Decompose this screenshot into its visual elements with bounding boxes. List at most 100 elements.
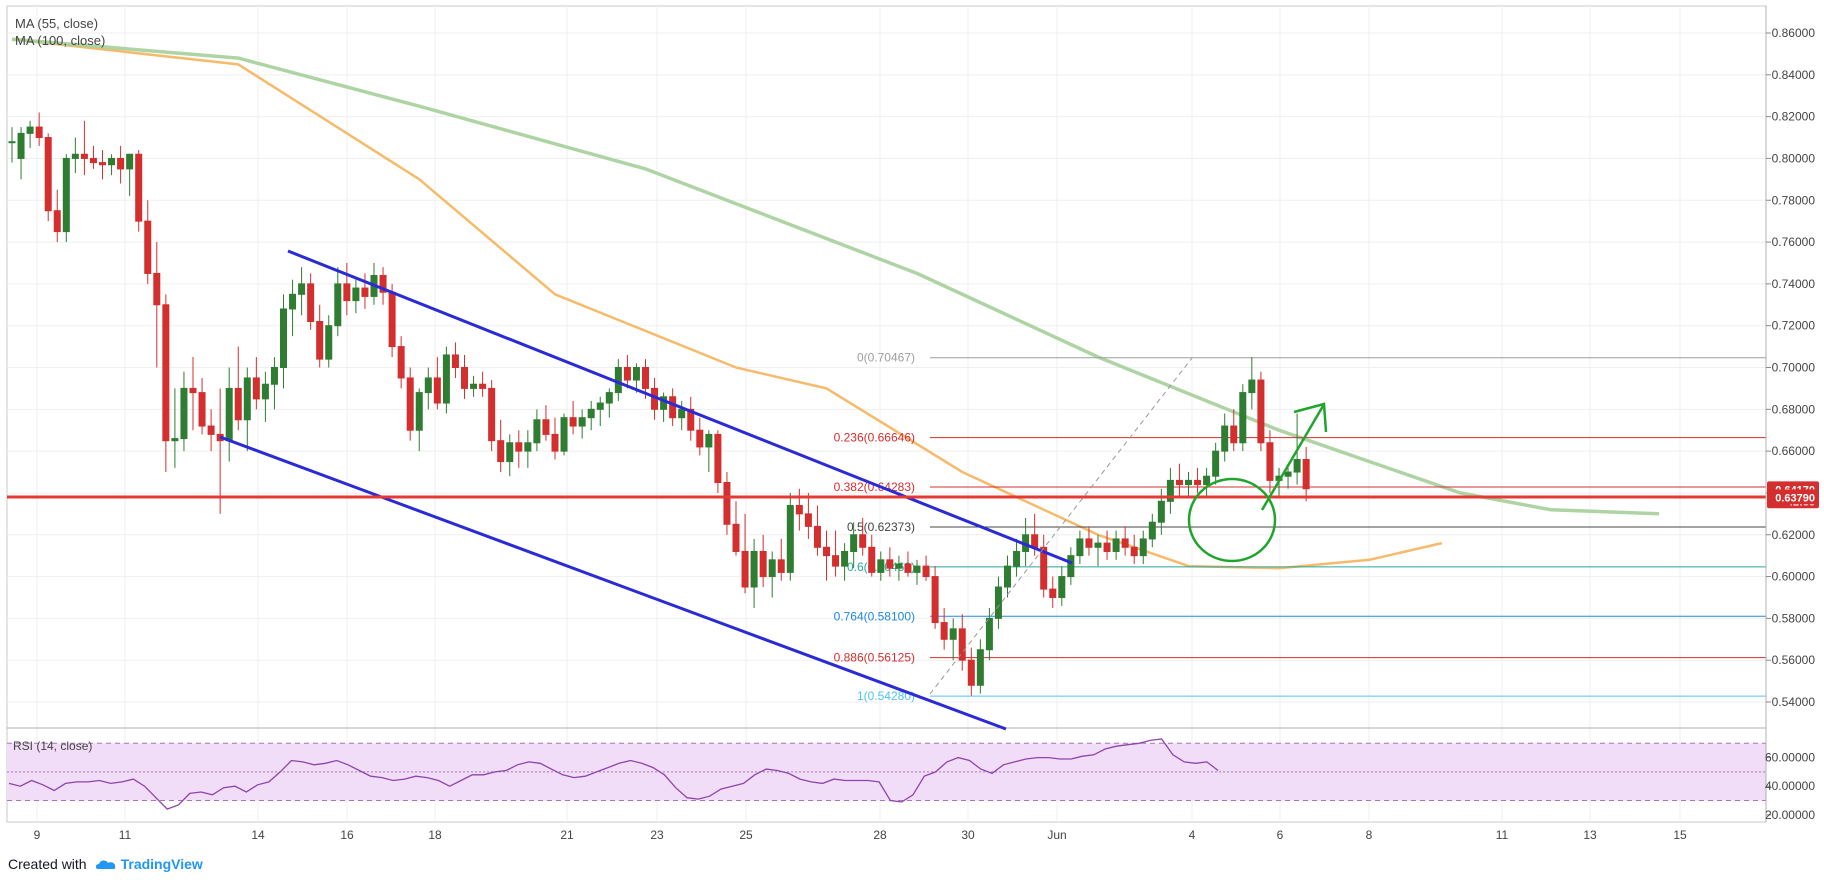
candle bbox=[1067, 547, 1075, 585]
candle bbox=[62, 154, 70, 243]
candle bbox=[189, 357, 197, 431]
candle-body bbox=[307, 283, 315, 323]
candle bbox=[1112, 530, 1120, 560]
candle bbox=[813, 505, 821, 556]
price-tick-label: 0.60000 bbox=[1772, 570, 1816, 584]
candle bbox=[687, 396, 695, 441]
candle bbox=[488, 380, 496, 452]
candle bbox=[632, 363, 640, 393]
trend-drawings[interactable] bbox=[7, 249, 1766, 731]
price-tick-label: 0.66000 bbox=[1772, 444, 1816, 458]
fib-trend-line[interactable] bbox=[929, 357, 1193, 695]
candle bbox=[8, 127, 16, 163]
candle-body bbox=[768, 559, 776, 578]
candle-body bbox=[1103, 542, 1111, 552]
fibonacci-retracement[interactable]: 0(0.70467) 0.236(0.66646) 0.382(0.64283) 0.… bbox=[834, 351, 1766, 703]
candle-body bbox=[144, 220, 152, 274]
candle bbox=[343, 262, 351, 316]
ma100-legend: MA (100, close) bbox=[15, 33, 105, 48]
candle-body bbox=[560, 417, 568, 452]
bullish-arrow-line[interactable] bbox=[1260, 405, 1325, 511]
candle bbox=[976, 639, 984, 694]
candle-body bbox=[261, 383, 269, 400]
candle bbox=[89, 145, 97, 169]
candle bbox=[442, 346, 450, 414]
candle bbox=[723, 472, 731, 535]
candle-body bbox=[868, 546, 876, 573]
candle-body bbox=[632, 367, 640, 381]
candle bbox=[44, 133, 52, 222]
candle-body bbox=[424, 377, 432, 394]
candle-body bbox=[578, 417, 586, 427]
candle-body bbox=[198, 392, 206, 427]
candle bbox=[714, 430, 722, 493]
candle-body bbox=[62, 157, 70, 233]
candle-body bbox=[1157, 500, 1165, 523]
candle-body bbox=[940, 622, 948, 640]
date-tick-label: 6 bbox=[1277, 828, 1284, 842]
candle bbox=[931, 566, 939, 629]
candle-body bbox=[850, 534, 858, 552]
candle bbox=[868, 534, 876, 577]
candle bbox=[298, 267, 306, 316]
candle-body bbox=[605, 392, 613, 404]
trading-chart[interactable]: 0(0.70467)0.236(0.66646)0.382(0.64283)0.… bbox=[0, 0, 1824, 848]
candle bbox=[53, 189, 61, 243]
candle bbox=[289, 279, 297, 337]
candle-body bbox=[714, 433, 722, 483]
price-tick-label: 0.80000 bbox=[1772, 151, 1816, 165]
candle bbox=[949, 618, 957, 661]
candle bbox=[99, 150, 106, 180]
candle-body bbox=[913, 565, 921, 573]
candle-body bbox=[786, 504, 794, 573]
channel-upper-line[interactable] bbox=[287, 249, 1073, 565]
candle-body bbox=[1257, 379, 1265, 444]
candle-body bbox=[71, 153, 79, 159]
candle-body bbox=[361, 287, 369, 297]
candle-body bbox=[433, 377, 441, 404]
candle bbox=[759, 534, 767, 588]
candle-body bbox=[225, 387, 233, 442]
price-tick-label: 0.54000 bbox=[1772, 695, 1816, 709]
channel-lower-line[interactable] bbox=[219, 435, 1007, 731]
date-tick-label: 11 bbox=[1496, 828, 1509, 842]
candle bbox=[1094, 534, 1102, 567]
candle bbox=[777, 538, 785, 581]
candle bbox=[1284, 467, 1292, 489]
candle bbox=[325, 315, 333, 368]
candle bbox=[352, 279, 360, 314]
date-tick-label: 30 bbox=[961, 828, 975, 842]
candle bbox=[1212, 442, 1220, 485]
candle bbox=[280, 294, 287, 389]
candle-body bbox=[823, 546, 830, 557]
candle bbox=[108, 154, 116, 176]
candle bbox=[334, 267, 342, 337]
candle-body bbox=[705, 433, 713, 448]
support-circle[interactable] bbox=[1187, 477, 1277, 563]
candle-body bbox=[397, 346, 405, 379]
candle bbox=[786, 492, 794, 581]
candle-body bbox=[8, 141, 16, 144]
candle bbox=[913, 559, 921, 585]
candle-body bbox=[1212, 450, 1220, 477]
candle-body bbox=[1031, 534, 1039, 548]
candle-body bbox=[1067, 555, 1075, 578]
candle-body bbox=[17, 132, 25, 159]
candle bbox=[162, 294, 170, 473]
candle bbox=[406, 367, 414, 441]
candle bbox=[1248, 357, 1256, 410]
candle bbox=[1266, 430, 1274, 493]
price-tick-label: 0.58000 bbox=[1772, 611, 1816, 625]
candle-body bbox=[298, 283, 306, 295]
rsi-tick-label: 20.00000 bbox=[1765, 808, 1815, 822]
candle-body bbox=[44, 137, 52, 212]
candle bbox=[1040, 534, 1048, 598]
candle bbox=[461, 354, 468, 399]
tradingview-link[interactable]: TradingView bbox=[120, 856, 203, 872]
candle bbox=[80, 120, 88, 176]
candle bbox=[1203, 467, 1211, 498]
candle-body bbox=[1284, 471, 1292, 477]
rsi-tick-label: 60.00000 bbox=[1765, 751, 1815, 765]
tradingview-cloud-icon[interactable] bbox=[95, 858, 117, 870]
candle bbox=[732, 501, 740, 556]
